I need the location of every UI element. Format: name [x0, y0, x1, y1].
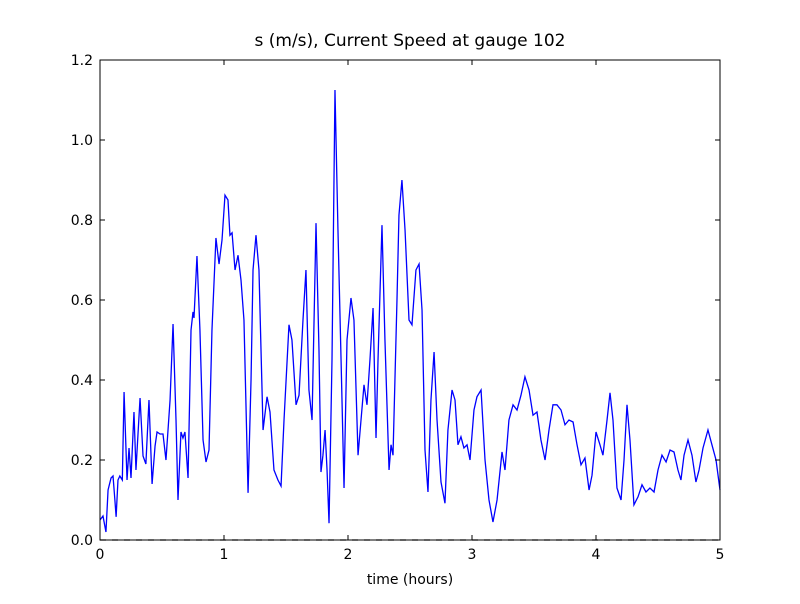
x-tick-label: 1 [220, 547, 229, 563]
x-tick-label: 5 [716, 547, 725, 563]
y-tick-label: 0.0 [71, 533, 93, 549]
y-tick-label: 0.2 [71, 453, 93, 469]
y-tick-label: 1.2 [71, 53, 93, 69]
y-tick-label: 0.4 [71, 373, 93, 389]
x-tick-label: 0 [96, 547, 105, 563]
x-tick-label: 2 [344, 547, 353, 563]
x-tick-label: 4 [592, 547, 601, 563]
x-tick-label: 3 [468, 547, 477, 563]
y-tick-label: 1.0 [71, 133, 93, 149]
x-axis-label: time (hours) [367, 572, 453, 588]
y-tick-label: 0.6 [71, 293, 93, 309]
y-tick-label: 0.8 [71, 213, 93, 229]
line [99, 89, 721, 533]
chart-title: s (m/s), Current Speed at gauge 102 [255, 31, 566, 51]
